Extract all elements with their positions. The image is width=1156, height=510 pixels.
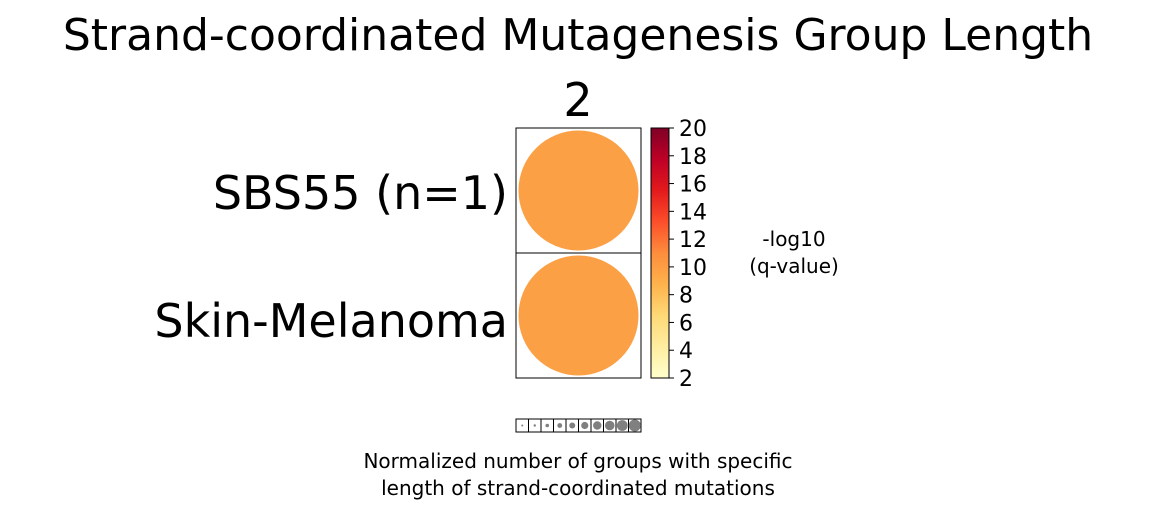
- colorbar-tick-label: 6: [679, 311, 693, 336]
- row-label-1: Skin-Melanoma: [154, 294, 508, 348]
- size-legend-caption-line1: Normalized number of groups with specifi…: [363, 449, 792, 473]
- size-legend-dot: [628, 419, 641, 432]
- bubble-1: [518, 255, 639, 376]
- bubble-0: [518, 130, 639, 251]
- colorbar-tick-label: 10: [679, 256, 707, 281]
- size-legend-dot: [557, 423, 563, 428]
- colorbar-label-line1: -log10: [762, 227, 825, 251]
- colorbar-tick-label: 4: [679, 339, 693, 364]
- size-legend-dot: [581, 421, 589, 430]
- colorbar-tick-label: 2: [679, 367, 693, 392]
- colorbar: [650, 127, 670, 379]
- size-legend-caption-line2: length of strand-coordinated mutations: [381, 476, 775, 500]
- row-label-0: SBS55 (n=1): [213, 166, 508, 220]
- colorbar-tick-label: 18: [679, 145, 707, 170]
- colorbar-tick-label: 20: [679, 117, 707, 142]
- size-legend-dot: [521, 424, 524, 427]
- colorbar-tick-label: 8: [679, 284, 693, 309]
- size-legend-dot: [533, 424, 536, 427]
- column-label: 2: [563, 73, 592, 127]
- colorbar-tick-label: 16: [679, 173, 707, 198]
- colorbar-tick-label: 12: [679, 228, 707, 253]
- size-legend-dot: [604, 420, 615, 431]
- size-legend-dot: [545, 423, 550, 428]
- colorbar-tick-label: 14: [679, 200, 707, 225]
- colorbar-label-line2: (q-value): [749, 254, 839, 278]
- size-legend-dot: [616, 420, 628, 431]
- grid-cell: [515, 252, 642, 379]
- size-legend-dot: [593, 421, 602, 430]
- chart-title: Strand-coordinated Mutagenesis Group Len…: [63, 10, 1093, 61]
- size-legend-dot: [569, 422, 576, 429]
